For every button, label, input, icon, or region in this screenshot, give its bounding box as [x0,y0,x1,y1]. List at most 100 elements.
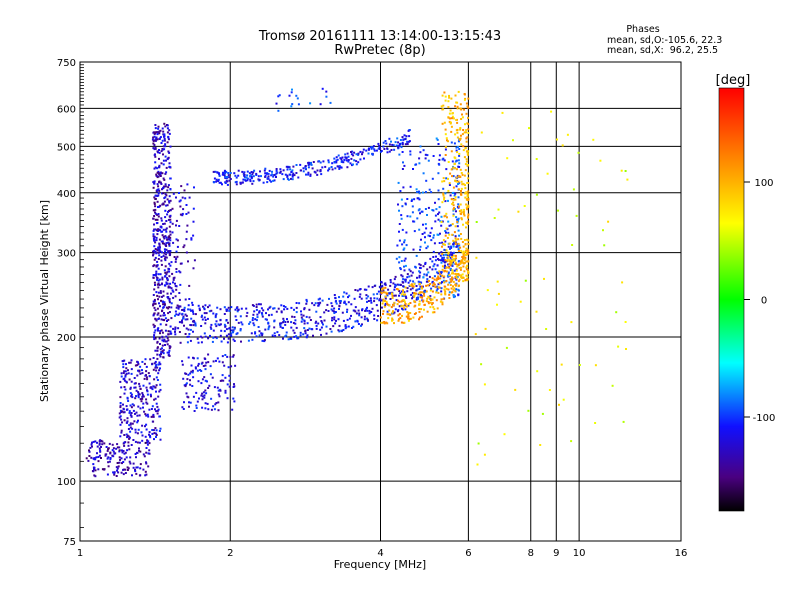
data-point [155,136,158,139]
data-point [442,192,445,195]
data-point [441,220,444,223]
data-point [145,447,148,449]
data-point [175,270,178,273]
data-point [142,402,145,405]
data-point [272,179,275,182]
data-point [199,369,202,371]
data-point [182,315,185,318]
data-point [359,158,362,161]
data-point [113,473,116,476]
data-point [183,324,185,327]
data-point [145,401,148,404]
data-point [426,245,429,248]
data-point [176,255,179,258]
data-point [181,212,184,215]
data-point [451,115,454,118]
data-point [157,194,160,197]
data-point [377,290,380,293]
data-point [212,336,215,339]
data-point [135,466,138,469]
data-point [447,189,450,192]
data-point [462,182,465,185]
data-point [158,361,161,364]
data-point [444,259,447,262]
data-point [407,319,410,322]
data-point [594,364,597,367]
data-point [210,408,213,411]
data-point [281,326,284,329]
x-tick-labels: 1 2 4 6 8 9 10 16 [77,548,688,559]
data-point [168,200,171,203]
data-point [444,146,447,149]
data-point [355,160,358,163]
data-point [204,322,207,325]
data-point [398,294,400,297]
data-point [402,248,405,251]
data-point [410,200,413,202]
data-point [441,303,444,306]
data-point [447,263,450,266]
data-point [178,331,181,333]
data-point [139,407,142,410]
data-point [153,196,156,199]
data-point [465,137,468,140]
data-point [445,168,448,171]
data-point [123,452,126,455]
data-point [437,172,440,175]
data-point [461,133,464,136]
data-point [517,210,520,213]
data-point [160,353,162,355]
data-point [340,329,343,332]
data-point [161,310,163,313]
data-point [279,323,282,326]
data-point [153,249,156,252]
data-point [154,408,156,411]
data-point [327,310,330,312]
data-point [260,307,263,310]
data-point [158,151,161,154]
data-point [370,301,373,304]
data-point [201,398,204,401]
data-point [171,231,174,234]
data-point [457,203,460,206]
data-point [164,256,167,259]
data-point [169,236,172,239]
data-point [425,284,428,287]
data-point [438,282,441,285]
data-point [156,200,159,203]
data-point [400,260,403,262]
data-point [170,261,173,264]
data-point [141,439,144,442]
data-point [177,313,180,316]
data-point [448,182,451,185]
data-point [543,277,545,280]
data-point [268,306,271,309]
data-point [154,127,157,130]
data-point [122,450,125,452]
data-point [158,302,160,305]
data-point [347,301,350,304]
data-point [448,281,451,284]
data-point [210,397,213,400]
data-point [162,192,165,195]
data-point [210,323,213,326]
data-point [169,145,172,148]
data-point [148,433,150,436]
data-point [139,467,142,470]
data-point [154,124,157,126]
data-point [268,314,270,317]
data-point [264,175,267,178]
data-point [456,168,458,171]
data-point [452,288,455,291]
data-point [426,278,429,281]
data-point [96,441,98,444]
data-point [437,277,440,280]
data-point [161,242,164,245]
data-point [344,327,347,330]
data-point [202,305,204,308]
data-point [443,261,446,264]
data-point [437,258,439,260]
data-point [300,310,302,313]
data-point [167,138,170,141]
data-point [123,441,126,444]
